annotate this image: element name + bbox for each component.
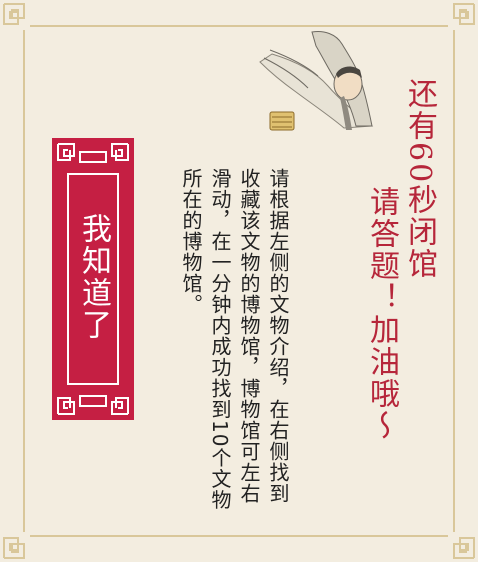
- got-it-button[interactable]: 我知道了: [52, 138, 134, 420]
- closing-countdown: 还有60秒闭馆: [402, 78, 437, 281]
- button-fretwork-border: [57, 143, 129, 415]
- corner-fretwork-icon: [453, 537, 475, 559]
- quiz-instructions: 请根据左侧的文物介绍，在右侧找到收藏该文物的博物馆，博物馆可左右滑动，在一分钟内…: [179, 168, 290, 511]
- corner-fretwork-icon: [3, 537, 25, 559]
- corner-fretwork-icon: [453, 3, 475, 25]
- corner-fretwork-icon: [3, 3, 25, 25]
- scholar-figure-icon: [259, 31, 374, 131]
- got-it-label: 我知道了: [76, 213, 111, 341]
- quiz-prompt: 请答题！加油哦～: [364, 186, 399, 442]
